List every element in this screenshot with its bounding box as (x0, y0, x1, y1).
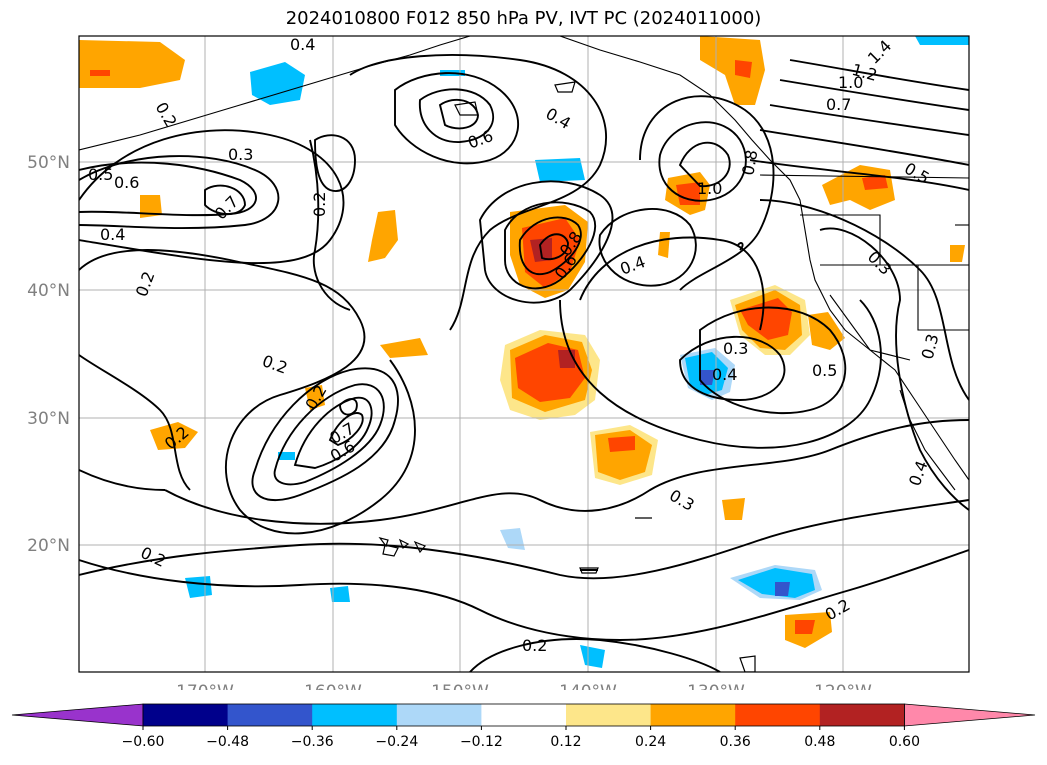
colorbar-cell (650, 704, 736, 726)
colorbar-tick-label: −0.36 (291, 734, 334, 750)
pv-contours (79, 54, 969, 672)
lon-label: 130°W (687, 682, 745, 690)
colorbar-cell (819, 704, 905, 726)
contour-label: 1.0 (697, 179, 722, 198)
lon-label: 140°W (559, 682, 617, 690)
lon-label: 160°W (304, 682, 362, 690)
colorbar-cell (312, 704, 398, 726)
colorbar-tick-label: −0.12 (460, 734, 503, 750)
lon-label: 120°W (814, 682, 872, 690)
contour-label: 0.2 (522, 636, 547, 655)
colorbar-tick-label: −0.24 (375, 734, 418, 750)
map-title: 2024010800 F012 850 hPa PV, IVT PC (2024… (285, 8, 762, 29)
colorbar-extend-low (11, 703, 144, 727)
colorbar-tick-label: 0.60 (889, 734, 920, 750)
contour-label: 0.3 (228, 145, 253, 164)
contour-label: 0.4 (712, 365, 737, 384)
map-plot: 0.4 0.2 0.3 0.5 0.6 0.7 0.4 0.2 0.2 0.6 … (27, 35, 970, 690)
colorbar-cell (566, 704, 652, 726)
colorbar-tick-label: 0.36 (720, 734, 751, 750)
colorbar-cell (735, 704, 821, 726)
longitude-labels: 170°W 160°W 150°W 140°W 130°W 120°W (176, 682, 872, 690)
lat-label: 50°N (27, 153, 70, 173)
lon-label: 150°W (431, 682, 489, 690)
colorbar-cell (227, 704, 313, 726)
contour-label: 0.5 (88, 165, 113, 184)
latitude-labels: 50°N 40°N 30°N 20°N (27, 153, 70, 556)
coastlines (79, 36, 969, 491)
contour-label: 0.5 (812, 361, 837, 380)
colorbar-cell (143, 704, 229, 726)
colorbar-tick-label: −0.60 (122, 734, 165, 750)
lat-label: 40°N (27, 281, 70, 301)
colorbar-cell (481, 704, 567, 726)
lat-label: 20°N (27, 536, 70, 556)
colorbar-ticks: −0.60 −0.48 −0.36 −0.24 −0.12 0.12 0.24 0.36 0.4… (122, 726, 920, 750)
contour-label: 0.4 (100, 225, 125, 244)
contour-label: 1.0 (838, 73, 863, 92)
colorbar-tick-label: −0.48 (206, 734, 249, 750)
contour-label: 0.7 (826, 95, 851, 114)
colorbar-outline (142, 703, 905, 727)
colorbar-cell (396, 704, 482, 726)
lat-label: 30°N (27, 409, 70, 429)
contour-label: 0.3 (723, 339, 748, 358)
islands (378, 81, 756, 672)
colorbar-tick-label: 0.24 (635, 734, 666, 750)
colorbar-tick-label: 0.12 (550, 734, 581, 750)
colorbar-extend-high (904, 703, 1036, 727)
contour-label: 0.2 (310, 192, 329, 217)
contour-label: 0.6 (114, 173, 139, 192)
contour-label: 0.4 (290, 35, 315, 54)
contour-label: 0.8 (738, 148, 761, 176)
map-frame (78, 35, 970, 673)
colorbar-cells (11, 703, 1036, 727)
lon-label: 170°W (176, 682, 234, 690)
colorbar-tick-label: 0.48 (804, 734, 835, 750)
